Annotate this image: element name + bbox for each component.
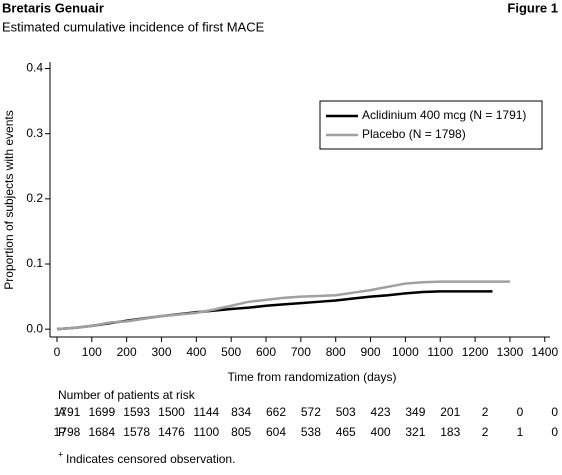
risk-count: 1684 [88,425,115,439]
risk-count: 400 [371,425,391,439]
x-tick-label: 300 [151,345,171,359]
chart-title: Estimated cumulative incidence of first … [2,19,265,34]
risk-count: 201 [440,405,460,419]
header: Bretaris Genuair [2,0,104,15]
x-tick-label: 1400 [531,345,558,359]
y-axis-label: Proportion of subjects with events [2,110,16,289]
risk-count: 1100 [193,425,219,439]
risk-count: 2 [482,425,489,439]
x-tick-label: 1100 [427,345,453,359]
risk-count: 538 [301,425,321,439]
x-tick-label: 400 [186,345,206,359]
risk-row-label: A [58,405,66,419]
x-tick-label: 1000 [392,345,419,359]
x-tick-label: 100 [82,345,102,359]
risk-count: 604 [266,425,286,439]
risk-count: 349 [405,405,425,419]
risk-count: 465 [336,425,356,439]
risk-count: 2 [482,405,489,419]
y-tick-label: 0.2 [26,191,43,205]
risk-count: 1578 [123,425,150,439]
risk-count: 1593 [123,405,150,419]
x-tick-label: 800 [326,345,346,359]
risk-count: 1476 [158,425,185,439]
footnote: Indicates censored observation. [66,452,235,466]
x-tick-label: 0 [54,345,61,359]
x-tick-label: 200 [117,345,137,359]
risk-count: 183 [440,425,460,439]
risk-table-title: Number of patients at risk [58,388,196,402]
risk-count: 834 [231,405,251,419]
x-axis-label: Time from randomization (days) [228,370,397,384]
y-tick-label: 0.0 [26,321,43,335]
figure-label: Figure 1 [507,0,558,15]
risk-count: 805 [231,425,251,439]
risk-row-label: P [58,425,66,439]
risk-count: 662 [266,405,286,419]
x-tick-label: 700 [291,345,311,359]
series-line [56,290,493,331]
risk-count: 1791 [54,405,81,419]
risk-count: 0 [517,405,524,419]
risk-count: 1500 [158,405,185,419]
x-tick-label: 1300 [497,345,524,359]
y-tick-label: 0.4 [26,61,43,75]
y-tick-label: 0.3 [26,126,43,140]
x-tick-label: 900 [361,345,381,359]
risk-count: 0 [551,425,558,439]
risk-count: 423 [371,405,391,419]
series-line [56,280,510,331]
risk-count: 1 [517,425,524,439]
footnote-symbol: + [58,449,63,459]
legend-box [319,100,543,150]
risk-count: 1798 [54,425,81,439]
legend-label: Aclidinium 400 mcg (N = 1791) [362,108,526,122]
risk-count: 503 [336,405,356,419]
legend-label: Placebo (N = 1798) [362,127,466,141]
risk-count: 1144 [193,405,219,419]
x-tick-label: 600 [256,345,276,359]
risk-count: 321 [405,425,425,439]
x-tick-label: 500 [221,345,241,359]
risk-count: 0 [551,405,558,419]
x-tick-label: 1200 [462,345,489,359]
risk-count: 572 [301,405,321,419]
y-tick-label: 0.1 [26,256,43,270]
risk-count: 1699 [88,405,115,419]
